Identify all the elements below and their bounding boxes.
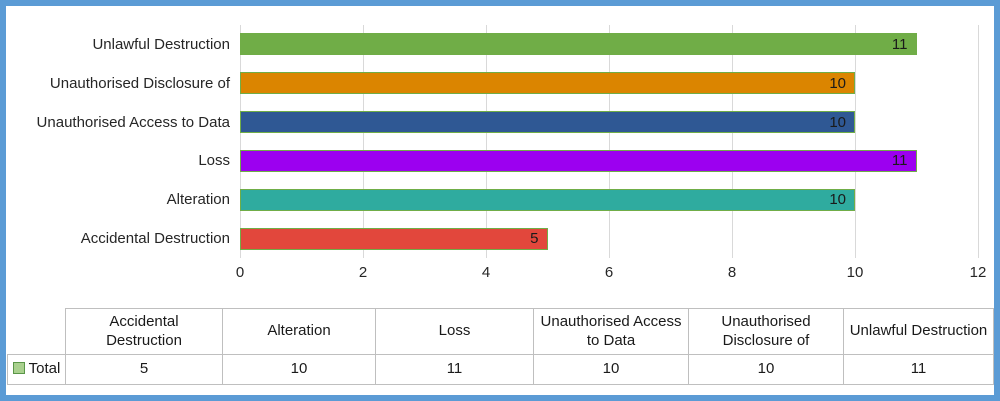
table-value-cell: 11: [375, 354, 534, 385]
bar-unauthorised-disclosure-of: 10: [240, 72, 855, 95]
gridline: [732, 25, 733, 258]
gridline: [978, 25, 979, 258]
bar-value-label: 11: [891, 35, 908, 53]
bar-unauthorised-access-to-data: 10: [240, 111, 855, 134]
bar-row: 10: [240, 64, 978, 103]
gridline: [486, 25, 487, 258]
bar-value-label: 10: [829, 113, 846, 131]
gridline: [855, 25, 856, 258]
category-label: Alteration: [166, 191, 230, 209]
bar-value-label: 11: [891, 152, 908, 170]
category-label: Loss: [198, 152, 230, 170]
table-value-cell: 11: [843, 354, 994, 385]
gridline: [363, 25, 364, 258]
gridline: [240, 25, 241, 258]
table-header-cell: Loss: [375, 308, 534, 355]
bar-loss: 11: [240, 149, 917, 172]
table-body: Accidental Destruction Alteration Loss Unau…: [7, 308, 994, 385]
bar-row: 10: [240, 103, 978, 142]
bar-accidental-destruction: 5: [240, 227, 548, 250]
table-value-cell: 5: [65, 354, 223, 385]
bar-value-label: 10: [829, 74, 846, 92]
x-tick-label: 0: [235, 264, 245, 281]
x-tick-label: 12: [969, 264, 987, 281]
bar-unlawful-destruction: 11: [240, 33, 917, 56]
legend-spacer-cell: [8, 309, 66, 355]
table-header-cell: Unauthorised Access to Data: [533, 308, 689, 355]
table-value-cell: 10: [533, 354, 689, 385]
data-table: Accidental Destruction Alteration Loss Unau…: [7, 308, 994, 385]
bar-row: 5: [240, 219, 978, 258]
bar-row: 11: [240, 25, 978, 64]
legend-swatch-icon: [12, 362, 25, 375]
x-axis: 0 2 4 6 8 10 12: [236, 264, 987, 286]
table-header-cell: Accidental Destruction: [65, 308, 223, 355]
bar-series: 11 10 10 11 10 5: [240, 25, 978, 258]
table-value-cell: 10: [688, 354, 844, 385]
bar-value-label: 5: [530, 230, 539, 248]
table-value-cell: 10: [222, 354, 376, 385]
x-tick-label: 10: [846, 264, 864, 281]
bar-alteration: 10: [240, 188, 855, 211]
gridlines: [240, 25, 979, 258]
bar-row: 10: [240, 180, 978, 219]
table-header-cell: Unlawful Destruction: [843, 308, 994, 355]
category-label: Unlawful Destruction: [92, 35, 230, 53]
category-label: Accidental Destruction: [80, 230, 230, 248]
category-axis: Unlawful Destruction Unauthorised Disclos…: [6, 25, 233, 258]
plot-area: 11 10 10 11 10 5: [240, 25, 979, 258]
bar-value-label: 10: [829, 191, 846, 209]
category-label: Unauthorised Disclosure of: [49, 74, 230, 92]
legend-label: Total: [28, 360, 61, 378]
x-tick-label: 6: [604, 264, 614, 281]
table-header-cell: Unauthorised Disclosure of: [688, 308, 844, 355]
table-header-cell: Alteration: [222, 308, 376, 355]
category-label: Unauthorised Access to Data: [36, 113, 230, 131]
legend-key-cell: Total: [7, 354, 66, 385]
x-tick-label: 2: [358, 264, 368, 281]
gridline: [609, 25, 610, 258]
bar-row: 11: [240, 141, 978, 180]
x-tick-label: 4: [481, 264, 491, 281]
x-tick-label: 8: [727, 264, 737, 281]
